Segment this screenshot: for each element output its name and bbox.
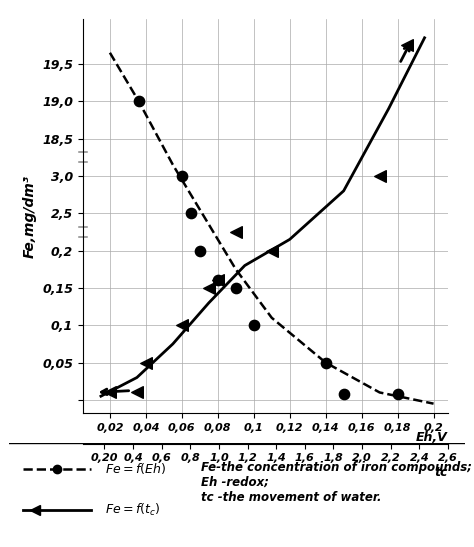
Point — [178, 172, 186, 181]
Text: $\mathit{Fe=f(t_c)}$: $\mathit{Fe=f(t_c)}$ — [105, 502, 160, 518]
Text: Eh,V: Eh,V — [416, 430, 448, 444]
Point — [322, 358, 329, 367]
X-axis label: tc: tc — [435, 466, 448, 479]
Text: Fe-the concentration of iron compounds;
Eh -redox;
tc -the movement of water.: Fe-the concentration of iron compounds; … — [201, 461, 472, 504]
Point — [250, 321, 257, 330]
Point — [133, 388, 141, 397]
Point — [403, 41, 410, 50]
Point — [205, 283, 213, 292]
Point — [196, 246, 204, 255]
Point — [214, 276, 221, 285]
Point — [142, 358, 150, 367]
Point — [394, 390, 401, 399]
Point — [106, 388, 114, 397]
Y-axis label: Fe,mg/dm³: Fe,mg/dm³ — [23, 174, 36, 258]
Point — [268, 246, 275, 255]
Point — [178, 321, 186, 330]
Point — [340, 390, 347, 399]
Point — [376, 172, 383, 181]
Point — [232, 228, 239, 236]
Point — [232, 283, 239, 292]
Point — [135, 97, 143, 106]
Point — [214, 276, 221, 285]
Text: $\mathit{Fe=f(Eh)}$: $\mathit{Fe=f(Eh)}$ — [105, 461, 166, 476]
Point — [187, 209, 195, 218]
